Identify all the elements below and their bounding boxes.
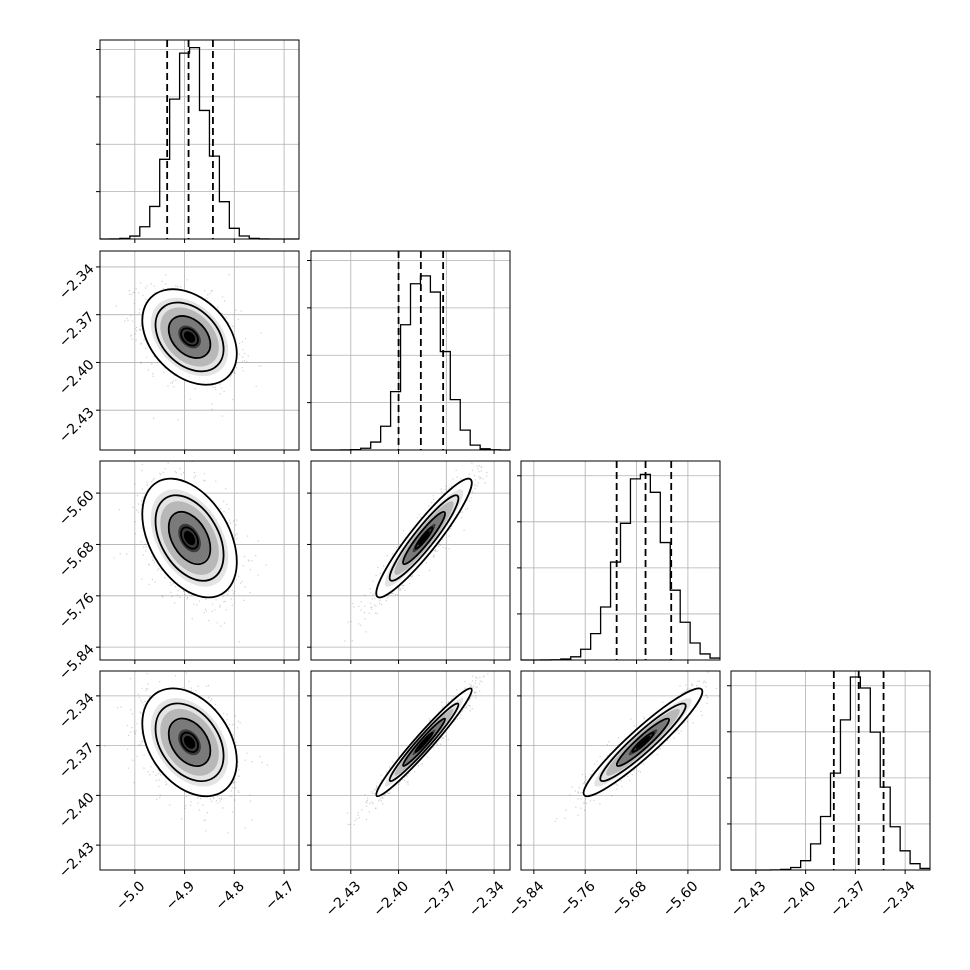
y-tick-label: −2.40 xyxy=(56,357,98,399)
density-core xyxy=(635,735,651,749)
panel-2-1 xyxy=(307,460,511,664)
histogram-0 xyxy=(99,46,299,240)
contour-outer xyxy=(141,477,238,599)
panel-content xyxy=(311,671,510,870)
x-tick-label: −5.76 xyxy=(557,878,599,920)
panel-frame xyxy=(520,460,721,661)
panel-content xyxy=(311,461,510,660)
x-tick-label: −2.43 xyxy=(323,878,365,920)
y-tick-label: −2.37 xyxy=(56,309,98,351)
y-tick-label: −5.68 xyxy=(56,539,98,581)
contour-mid xyxy=(154,702,225,783)
panel-frame xyxy=(310,250,511,451)
x-tick-label: −2.34 xyxy=(466,878,508,920)
contour-inner xyxy=(402,511,446,566)
contour-outer xyxy=(375,687,473,798)
histogram-2 xyxy=(520,473,720,661)
contour-core xyxy=(180,731,199,753)
x-tick-label: −2.43 xyxy=(728,878,770,920)
contour-inner xyxy=(167,315,212,359)
panel-frame xyxy=(310,670,511,871)
hist-panel-0 xyxy=(96,39,300,243)
contour-inner xyxy=(615,717,670,767)
contour-core xyxy=(180,526,199,550)
panel-frame xyxy=(99,460,300,661)
x-tick-label: −2.37 xyxy=(418,878,460,920)
x-tick-label: −4.8 xyxy=(213,878,248,913)
panel-frame xyxy=(310,460,511,661)
y-tick-label: −5.84 xyxy=(56,641,98,683)
contour-outer xyxy=(141,288,238,386)
contour-mid xyxy=(154,301,225,373)
y-tick-label: −5.60 xyxy=(56,487,98,529)
density-core xyxy=(183,530,196,546)
y-tick-label: −2.34 xyxy=(56,690,98,732)
panel-3-1 xyxy=(307,670,511,874)
x-tick-label: −5.0 xyxy=(113,878,148,913)
histogram-3 xyxy=(731,676,930,871)
contour-outer xyxy=(582,687,704,798)
panel-frame xyxy=(99,39,300,240)
panel-frame xyxy=(520,670,721,871)
x-tick-label: −2.34 xyxy=(877,878,919,920)
contour-inner xyxy=(167,717,212,767)
hist-panel-3 xyxy=(727,670,931,874)
y-tick-label: −2.40 xyxy=(56,790,98,832)
histogram-1 xyxy=(311,275,510,451)
x-tick-label: −5.68 xyxy=(609,878,651,920)
panel-3-0 xyxy=(96,670,300,874)
y-tick-label: −2.43 xyxy=(56,839,98,881)
contour-mid xyxy=(388,494,460,582)
density-core xyxy=(183,735,196,749)
contour-mid xyxy=(599,702,687,783)
panel-frame xyxy=(99,670,300,871)
panel-content xyxy=(100,461,299,660)
contour-outer xyxy=(141,687,238,798)
panel-frame xyxy=(730,670,931,871)
x-tick-label: −2.40 xyxy=(778,878,820,920)
x-tick-label: −4.7 xyxy=(262,878,297,913)
contour-mid xyxy=(388,702,460,783)
x-tick-label: −2.37 xyxy=(827,878,869,920)
panel-1-0 xyxy=(96,250,300,454)
x-tick-label: −5.84 xyxy=(506,878,548,920)
contour-inner xyxy=(167,511,212,566)
density-core xyxy=(418,530,430,546)
contour-outer xyxy=(375,477,473,599)
y-tick-label: −2.34 xyxy=(56,261,98,303)
contour-core xyxy=(414,731,434,753)
x-tick-label: −5.60 xyxy=(660,878,702,920)
y-tick-label: −2.43 xyxy=(56,405,98,447)
panel-frame xyxy=(99,250,300,451)
y-tick-label: −2.37 xyxy=(56,740,98,782)
contour-mid xyxy=(154,494,225,582)
panel-content xyxy=(100,671,299,870)
density-core xyxy=(418,735,430,749)
x-tick-label: −2.40 xyxy=(371,878,413,920)
contour-core xyxy=(180,327,199,347)
panel-3-2 xyxy=(517,670,721,874)
hist-panel-1 xyxy=(307,250,511,454)
panel-content xyxy=(100,251,299,450)
panel-content xyxy=(521,671,720,870)
contour-core xyxy=(631,731,655,753)
x-tick-label: −4.9 xyxy=(163,878,198,913)
contour-inner xyxy=(402,717,446,767)
contour-core xyxy=(414,526,434,550)
panel-2-0 xyxy=(96,460,300,664)
density-core xyxy=(183,331,196,343)
y-tick-label: −5.76 xyxy=(56,590,98,632)
hist-panel-2 xyxy=(517,460,721,664)
